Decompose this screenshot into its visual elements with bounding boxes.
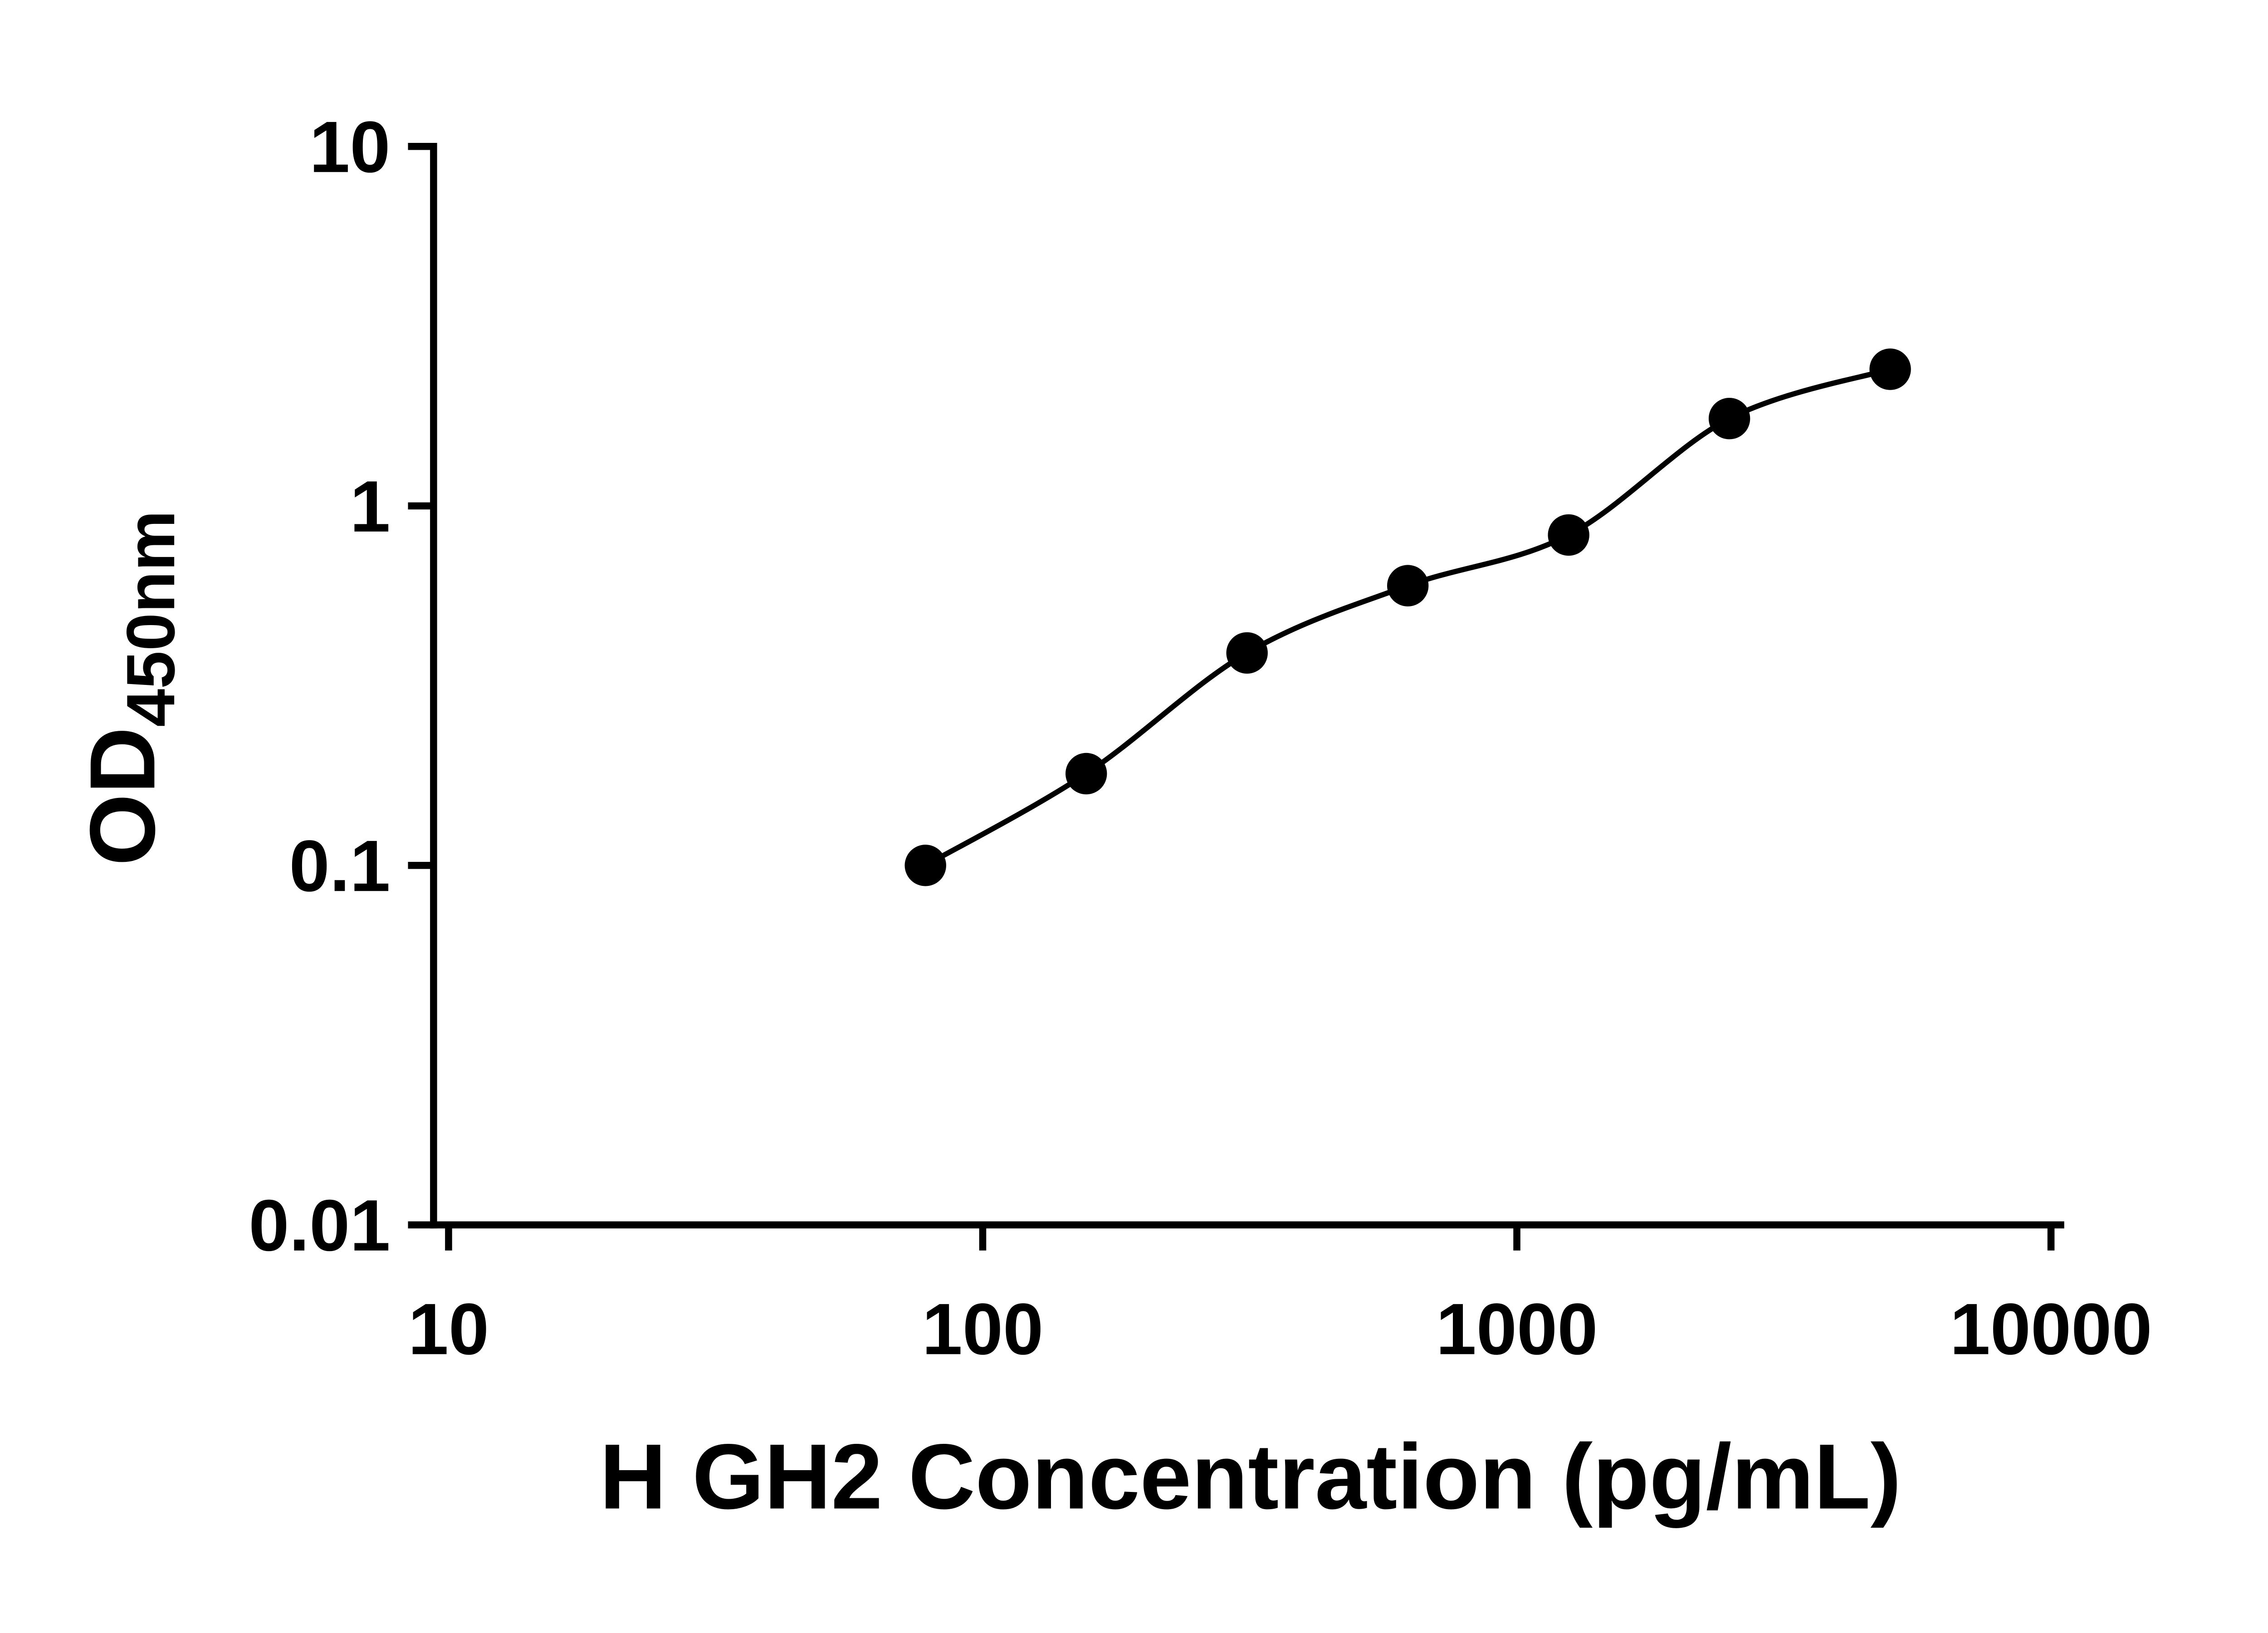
data-point	[1387, 565, 1429, 606]
x-tick-label: 10	[408, 1288, 489, 1369]
data-point	[1708, 398, 1750, 440]
y-tick-label: 0.01	[249, 1185, 390, 1266]
standard-curve-chart: 10 100 1000 10000 0.01 0.1 1 10 H GH2 Concentra…	[71, 106, 2152, 1529]
y-axis-title-main: OD	[71, 727, 174, 866]
elisa-standard-curve-figure: 10 100 1000 10000 0.01 0.1 1 10 H GH2 Concentra…	[71, 106, 2152, 1529]
y-tick-label: 0.1	[289, 825, 391, 906]
plot-area: 10 100 1000 10000 0.01 0.1 1 10	[249, 106, 2152, 1369]
x-axis-title: H GH2 Concentration (pg/mL)	[600, 1425, 1901, 1529]
y-axis-title-sub: 450nm	[112, 510, 189, 727]
x-tick-label: 100	[922, 1288, 1044, 1369]
x-tick-label: 10000	[1950, 1288, 2152, 1369]
data-point	[1548, 514, 1589, 556]
y-axis-title: OD450nm	[71, 510, 189, 866]
data-point	[1869, 348, 1911, 390]
y-tick-label: 10	[309, 106, 390, 187]
data-point	[904, 845, 946, 886]
data-point	[1226, 632, 1268, 674]
x-tick-label: 1000	[1436, 1288, 1598, 1369]
fit-curve	[924, 367, 1891, 868]
data-point	[1066, 753, 1107, 795]
y-tick-label: 1	[350, 466, 390, 547]
